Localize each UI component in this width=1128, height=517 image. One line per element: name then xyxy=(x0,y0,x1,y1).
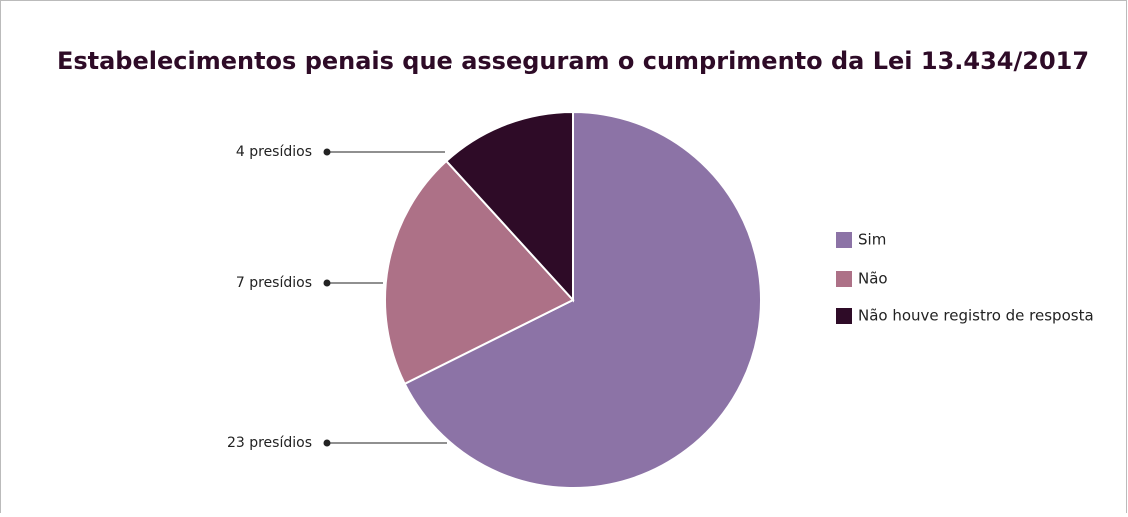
value-label: 4 presídios xyxy=(236,144,312,160)
value-label: 23 presídios xyxy=(227,435,312,451)
pie-slice xyxy=(403,110,762,489)
legend-label: Sim xyxy=(858,231,886,249)
legend-label: Não houve registro de resposta xyxy=(858,307,1094,325)
legend-label: Não xyxy=(858,270,888,288)
callout-dot xyxy=(323,279,331,287)
value-label: 7 presídios xyxy=(236,275,312,291)
callout-dot xyxy=(323,148,331,156)
legend-swatch xyxy=(836,232,852,248)
callout-dot xyxy=(323,439,331,447)
chart-title: Estabelecimentos penais que asseguram o … xyxy=(57,47,1089,75)
legend-swatch xyxy=(836,308,852,324)
legend-swatch xyxy=(836,271,852,287)
pie-slice xyxy=(384,159,575,386)
pie-slice xyxy=(444,110,574,303)
